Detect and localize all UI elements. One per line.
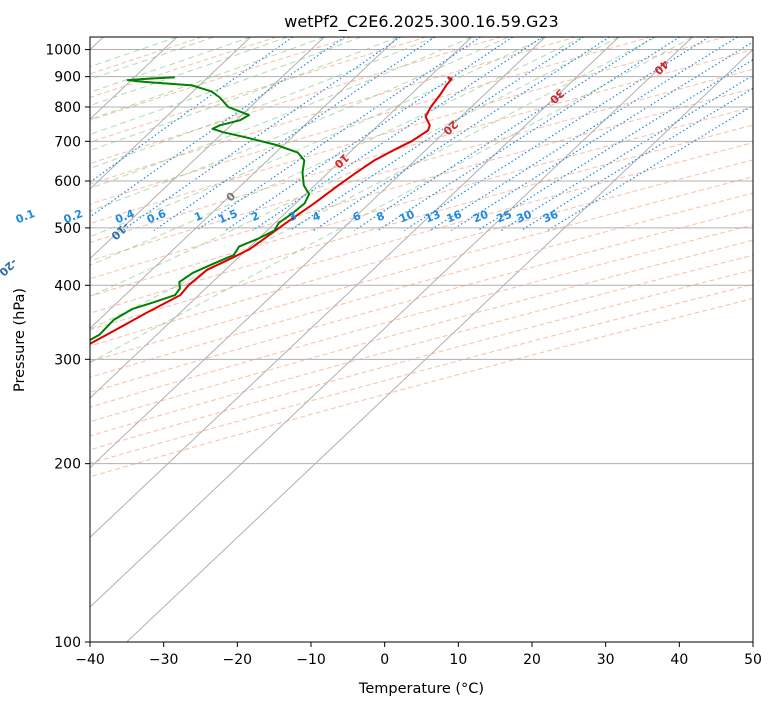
x-tick-label: −40 xyxy=(75,652,105,668)
x-tick-label: 20 xyxy=(523,652,541,668)
moist-adiabat xyxy=(90,37,251,93)
pressure-gridlines xyxy=(90,49,753,642)
dry-adiabat xyxy=(90,37,727,225)
y-tick-label: 200 xyxy=(54,457,81,473)
moist-adiabat xyxy=(90,37,435,169)
dry-adiabat xyxy=(90,283,753,464)
moist-adiabat xyxy=(90,37,288,107)
dry-adiabat xyxy=(90,224,753,408)
y-tick-label: 700 xyxy=(54,134,81,150)
moist-adiabat xyxy=(90,37,620,298)
mixing-ratio-label: 30 xyxy=(515,208,534,226)
x-tick-label: 40 xyxy=(670,652,688,668)
isotherm xyxy=(90,37,546,469)
mixing-ratio-line xyxy=(477,59,753,232)
isotherm xyxy=(90,37,325,260)
x-axis-title: Temperature (°C) xyxy=(358,681,484,697)
mixing-ratio-label: 10 xyxy=(397,208,416,226)
mixing-ratio-label: 8 xyxy=(374,209,386,224)
mixing-ratio-line xyxy=(90,37,345,218)
isotherm xyxy=(90,37,693,608)
mixing-ratio-line xyxy=(429,37,738,232)
x-tick-label: −10 xyxy=(296,652,326,668)
x-tick-label: 0 xyxy=(380,652,389,668)
dry-adiabat xyxy=(90,159,753,347)
dewpoint-line xyxy=(90,76,311,342)
y-tick-label: 300 xyxy=(54,352,81,368)
x-tick-label: 50 xyxy=(744,652,762,668)
y-tick-label: 600 xyxy=(54,174,81,190)
mixing-ratio-label: 3 xyxy=(287,209,299,224)
mixing-ratio-label: 2 xyxy=(249,209,261,224)
isotherm xyxy=(90,37,620,539)
x-axis: −40 −30 −20 −10 0 10 20 30 40 50 xyxy=(75,642,762,668)
isotherm xyxy=(90,37,251,190)
y-tick-label: 800 xyxy=(54,100,81,116)
moist-adiabat xyxy=(90,37,509,212)
dry-adiabat xyxy=(90,297,753,478)
plot-frame xyxy=(89,36,754,643)
moist-adiabat xyxy=(90,37,325,121)
mixing-ratio-line xyxy=(353,37,655,231)
mixing-ratio-label: 25 xyxy=(495,208,514,226)
isotherm xyxy=(90,37,399,329)
mixing-ratio-label: 16 xyxy=(445,208,464,226)
mixing-ratio-line xyxy=(289,37,584,231)
chart-title: wetPf2_C2E6.2025.300.16.59.G23 xyxy=(284,12,558,32)
temperature-line xyxy=(90,76,453,345)
mixing-ratio-line xyxy=(377,37,681,232)
y-tick-label: 900 xyxy=(54,70,81,86)
mixing-ratio-line xyxy=(313,37,610,231)
y-tick-label: 400 xyxy=(54,278,81,294)
y-tick-label: 100 xyxy=(54,635,81,651)
mixing-ratio-label: 36 xyxy=(541,208,560,226)
moist-adiabat xyxy=(90,37,214,80)
mixing-ratio-line xyxy=(90,37,294,183)
dry-adiabat xyxy=(90,254,753,437)
mixing-ratio-line xyxy=(451,41,753,232)
moist-adiabat xyxy=(90,37,546,238)
plot-background xyxy=(90,37,753,642)
moist-adiabat xyxy=(90,37,399,152)
mixing-ratio-line xyxy=(520,87,753,232)
mixing-ratio-line xyxy=(195,37,481,231)
mixing-ratio-label: 20 xyxy=(471,208,490,226)
x-tick-label: −30 xyxy=(149,652,179,668)
y-axis-title: Pressure (hPa) xyxy=(12,288,28,392)
mixing-ratio-label: 1 xyxy=(193,209,205,224)
x-tick-label: 10 xyxy=(449,652,467,668)
x-tick-label: −20 xyxy=(223,652,253,668)
y-tick-label: 500 xyxy=(54,221,81,237)
dry-adiabat xyxy=(90,269,753,451)
profile-series xyxy=(90,76,453,345)
mixing-ratio-line xyxy=(403,37,710,232)
dry-adiabat xyxy=(90,87,753,280)
mixing-ratio-label: 13 xyxy=(423,208,442,226)
dry-adiabat xyxy=(90,124,753,314)
x-tick-label: 30 xyxy=(597,652,615,668)
isotherm xyxy=(90,37,472,399)
dry-adiabat xyxy=(90,239,753,423)
y-tick-label: 1000 xyxy=(45,43,81,59)
isotherm xyxy=(126,48,753,642)
moist-adiabat xyxy=(90,37,472,189)
y-axis: 1000 900 800 700 600 500 400 300 200 100 xyxy=(45,43,90,651)
